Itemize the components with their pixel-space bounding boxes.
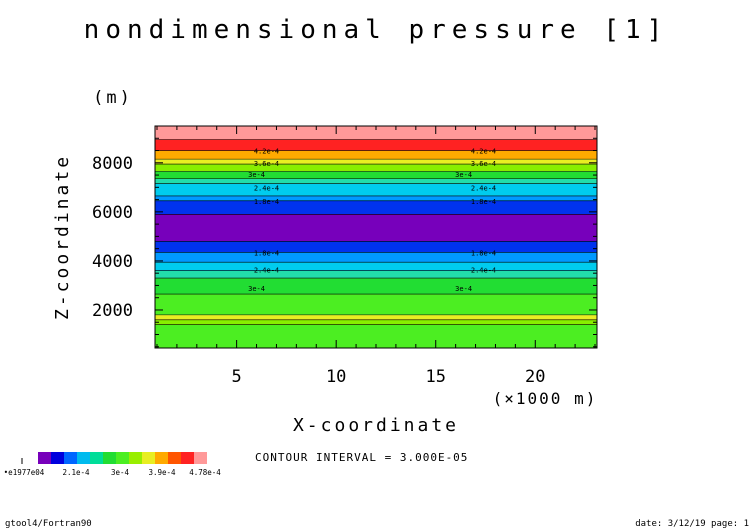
colorbar-swatch [64,452,77,464]
colorbar-swatch [129,452,142,464]
colorbar-label: 3.9e-4 [148,468,176,477]
colorbar-swatch [155,452,168,464]
contour-label: 3e-4 [248,285,265,293]
contour-label: 2.4e-4 [254,184,279,192]
contour-label: 1.8e-4 [471,249,496,257]
contour-lines [155,139,597,325]
contour-band [155,164,597,172]
y-unit-label: (m) [93,88,133,108]
contour-interval: CONTOUR INTERVAL = 3.000E-05 [255,451,468,464]
contour-labels: 4.2e-4 4.2e-4 3.6e-4 3.6e-4 3e-4 3e-4 2.4e-4 2.… [248,148,496,293]
colorbar-labels: •e1977e04 2.1e-4 3e-4 3.9e-4 4.78e-4 [4,468,222,477]
contour-band [155,171,597,179]
colorbar-label: 3e-4 [111,468,130,477]
contour-label: 3e-4 [248,171,265,179]
y-tick-label: 8000 [92,154,133,174]
contour-label: 1.8e-4 [254,198,279,206]
x-axis-label: X-coordinate [293,415,459,436]
contour-label: 2.4e-4 [254,267,279,275]
colorbar-swatch [38,452,51,464]
colorbar-swatch [194,452,207,464]
contour-band [155,324,597,348]
colorbar-swatch [103,452,116,464]
colorbar-swatch [90,452,103,464]
contour-band [155,294,597,315]
contour-label: 4.2e-4 [471,148,496,156]
filled-contour-bands [155,126,597,348]
colorbar-label: •e1977e04 [4,468,45,477]
x-tick-label: 10 [326,367,346,387]
colorbar-swatch [142,452,155,464]
contour-band [155,126,597,140]
contour-label: 2.4e-4 [471,267,496,275]
contour-band [155,178,597,184]
axis-ticks [155,125,597,348]
footer-right: date: 3/12/19 page: 1 [635,519,749,529]
contour-label: 3.6e-4 [471,160,496,168]
contour-band [155,150,597,160]
contour-band [155,241,597,253]
y-tick-label: 6000 [92,203,133,223]
contour-band [155,270,597,279]
contour-band [155,314,597,320]
colorbar-label: 4.78e-4 [189,468,221,477]
contour-band [155,200,597,215]
colorbar-swatch [168,452,181,464]
colorbar-swatch [77,452,90,464]
contour-label: 4.2e-4 [254,148,279,156]
contour-band [155,139,597,151]
contour-band [155,195,597,201]
y-tick-label: 4000 [92,252,133,272]
colorbar-label: 2.1e-4 [62,468,90,477]
y-tick-label: 2000 [92,301,133,321]
colorbar-swatch [116,452,129,464]
contour-label: 1.8e-4 [254,249,279,257]
x-tick-label: 20 [525,367,545,387]
contour-band [155,214,597,242]
contour-label: 3e-4 [455,171,472,179]
contour-band [155,278,597,295]
colorbar [21,452,207,464]
x-unit-label: (×1000 m) [493,389,598,408]
footer-left: gtool4/Fortran90 [5,519,92,529]
y-axis-label: Z-coordinate [52,154,73,320]
contour-band [155,183,597,196]
contour-band [155,252,597,263]
x-tick-labels: 5 10 15 20 [232,367,546,387]
y-tick-labels: 2000 4000 6000 8000 [92,154,133,321]
x-tick-label: 15 [425,367,445,387]
contour-band [155,159,597,165]
contour-label: 1.8e-4 [471,198,496,206]
contour-band [155,319,597,325]
chart-title: nondimensional pressure [1] [84,15,669,45]
colorbar-swatch [51,452,64,464]
contour-band [155,262,597,271]
x-tick-label: 5 [232,367,242,387]
contour-label: 3e-4 [455,285,472,293]
contour-label: 2.4e-4 [471,184,496,192]
colorbar-swatch [181,452,194,464]
contour-label: 3.6e-4 [254,160,279,168]
